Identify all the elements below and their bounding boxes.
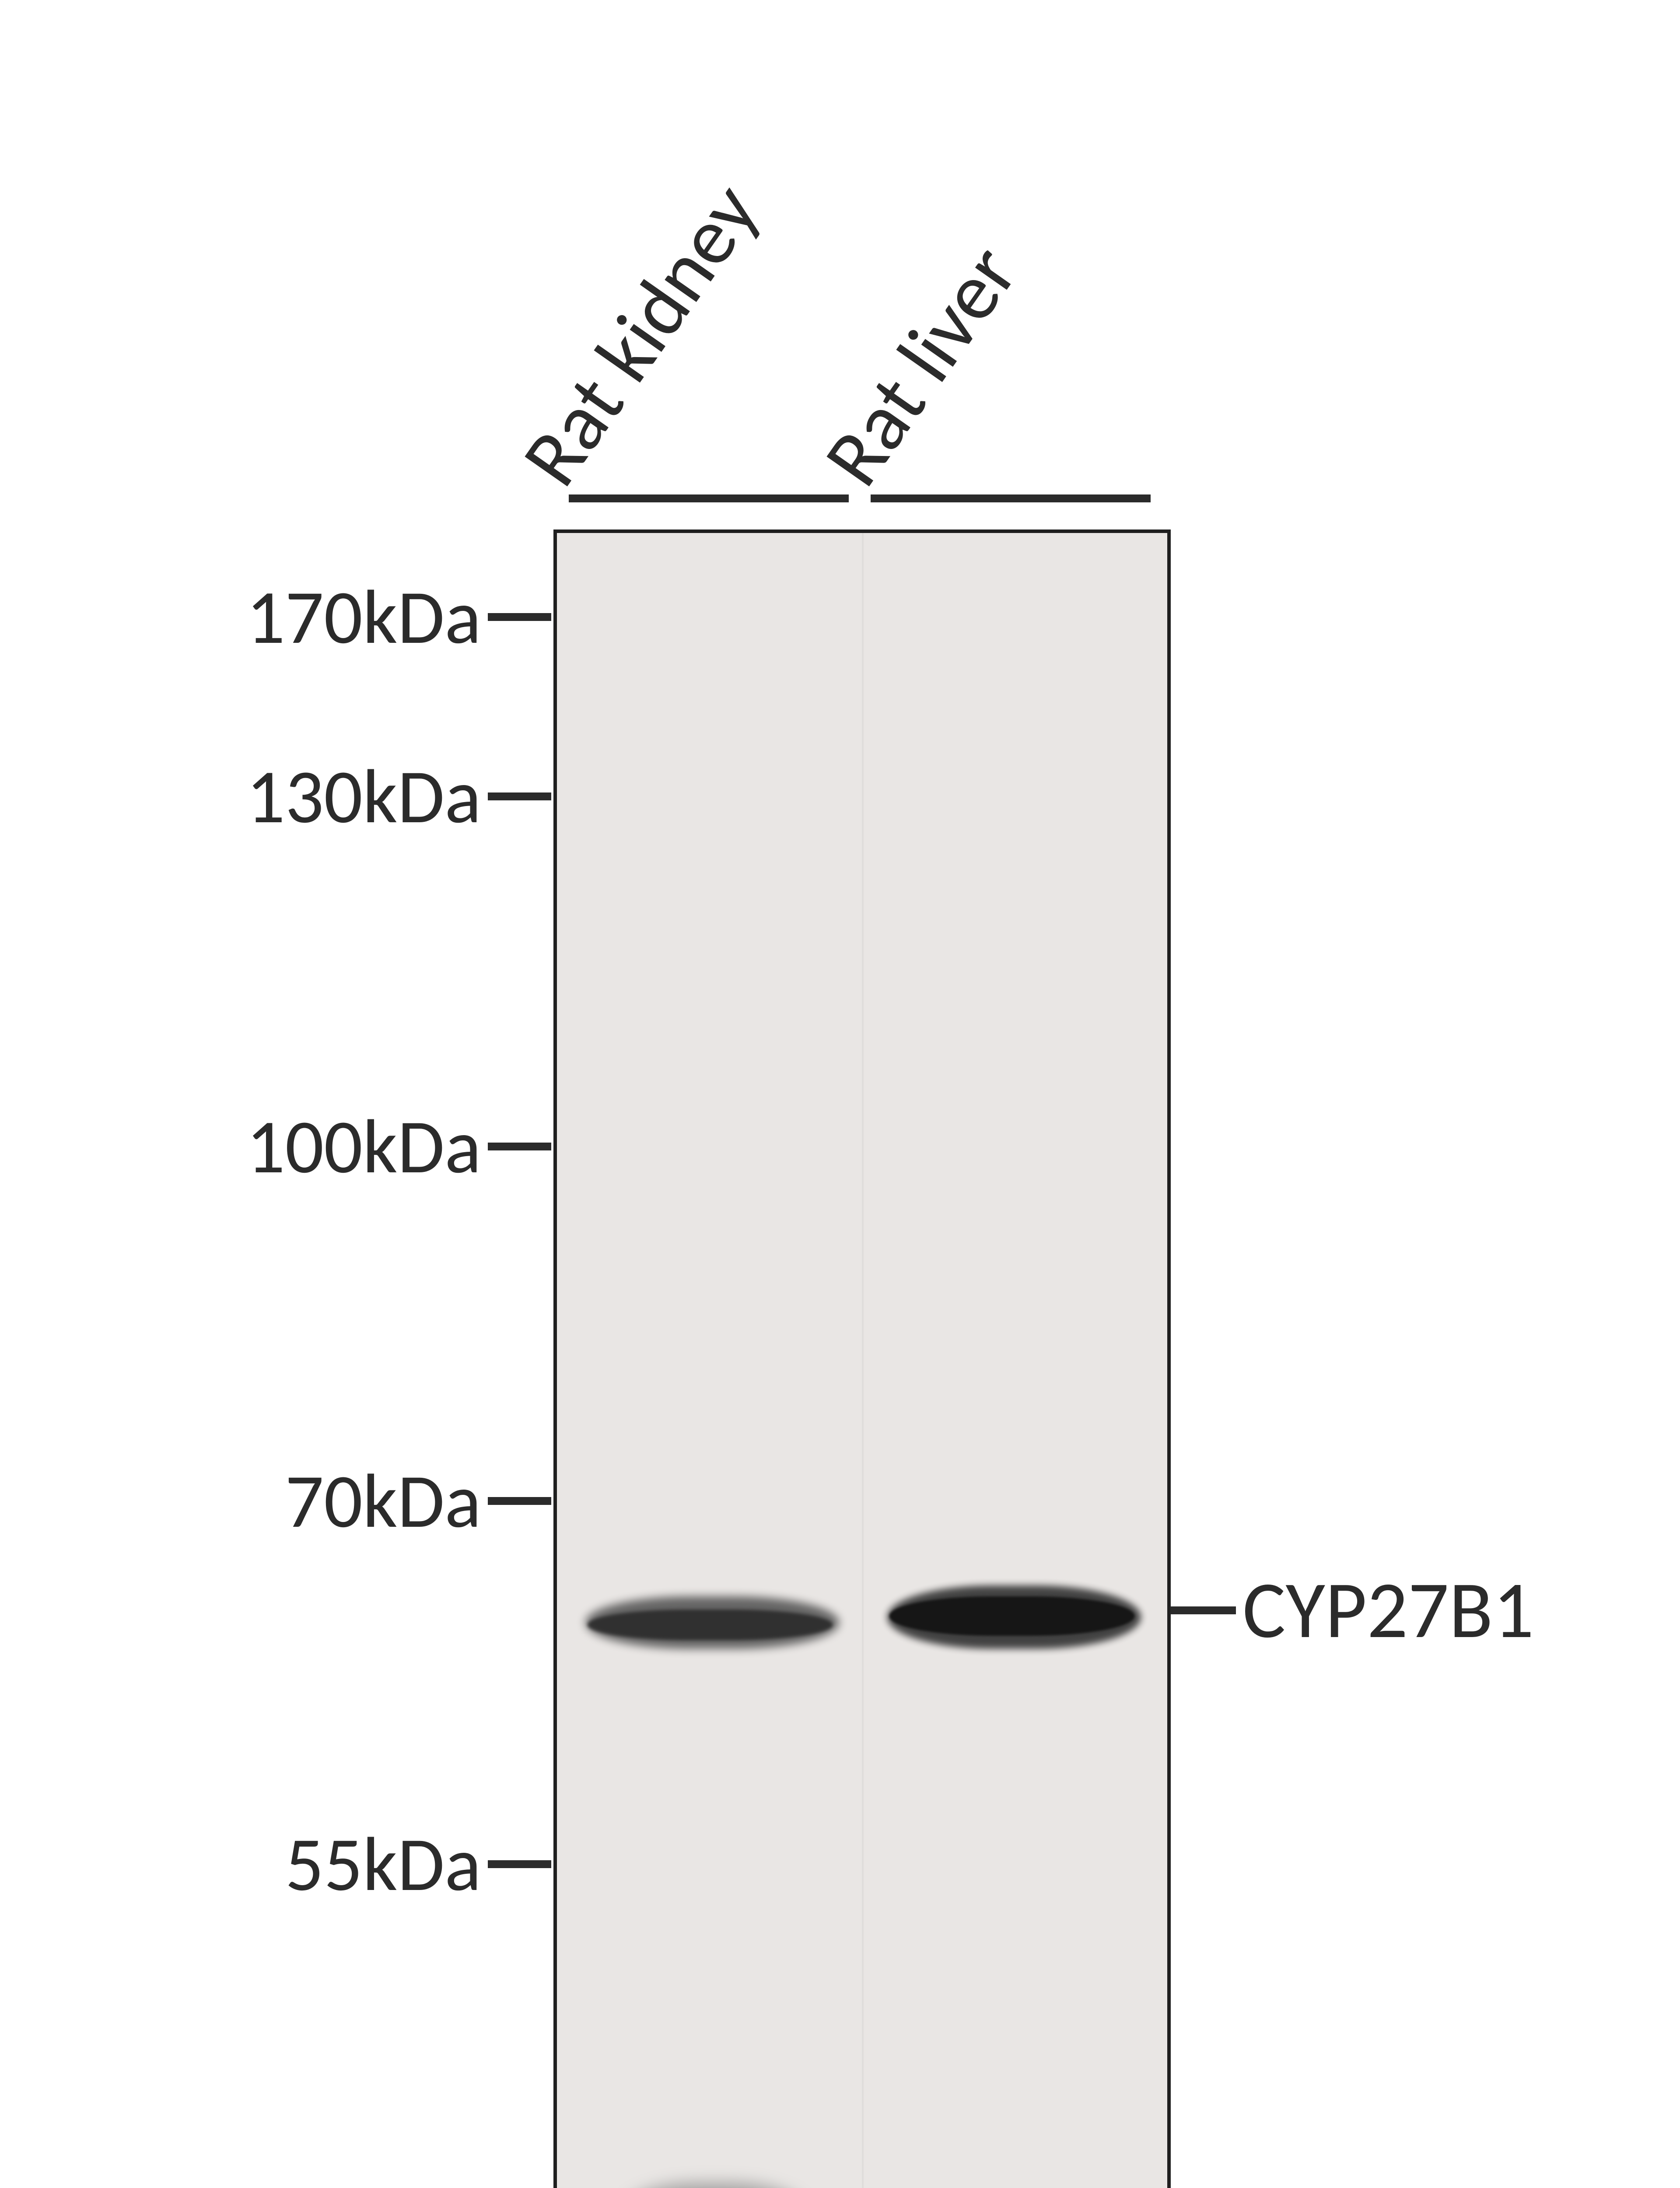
mw-label-4: 55kDa xyxy=(285,1817,481,1911)
mw-label-3: 70kDa xyxy=(285,1454,481,1547)
band-1 xyxy=(588,1609,833,1640)
mw-tick-2 xyxy=(488,1143,551,1150)
band-3 xyxy=(889,1596,1134,1636)
band-4 xyxy=(623,2183,806,2188)
mw-tick-1 xyxy=(488,792,551,800)
mw-label-2: 100kDa xyxy=(246,1099,481,1193)
blot-membrane xyxy=(553,529,1171,2188)
lane-separator xyxy=(862,533,864,2188)
lane-label-1: Rat liver xyxy=(803,227,1038,504)
mw-tick-4 xyxy=(488,1860,551,1868)
lane-underline-1 xyxy=(871,494,1151,502)
lane-underline-0 xyxy=(569,494,849,502)
mw-tick-3 xyxy=(488,1497,551,1505)
mw-tick-0 xyxy=(488,613,551,621)
lane-label-0: Rat kidney xyxy=(501,165,779,504)
target-label: CYP27B1 xyxy=(1242,1560,1534,1659)
mw-label-0: 170kDa xyxy=(246,570,481,663)
mw-label-1: 130kDa xyxy=(246,749,481,843)
figure-canvas: Rat kidneyRat liver 170kDa 130kDa 100kDa 70… xyxy=(0,0,1680,2188)
target-tick xyxy=(1170,1606,1236,1614)
